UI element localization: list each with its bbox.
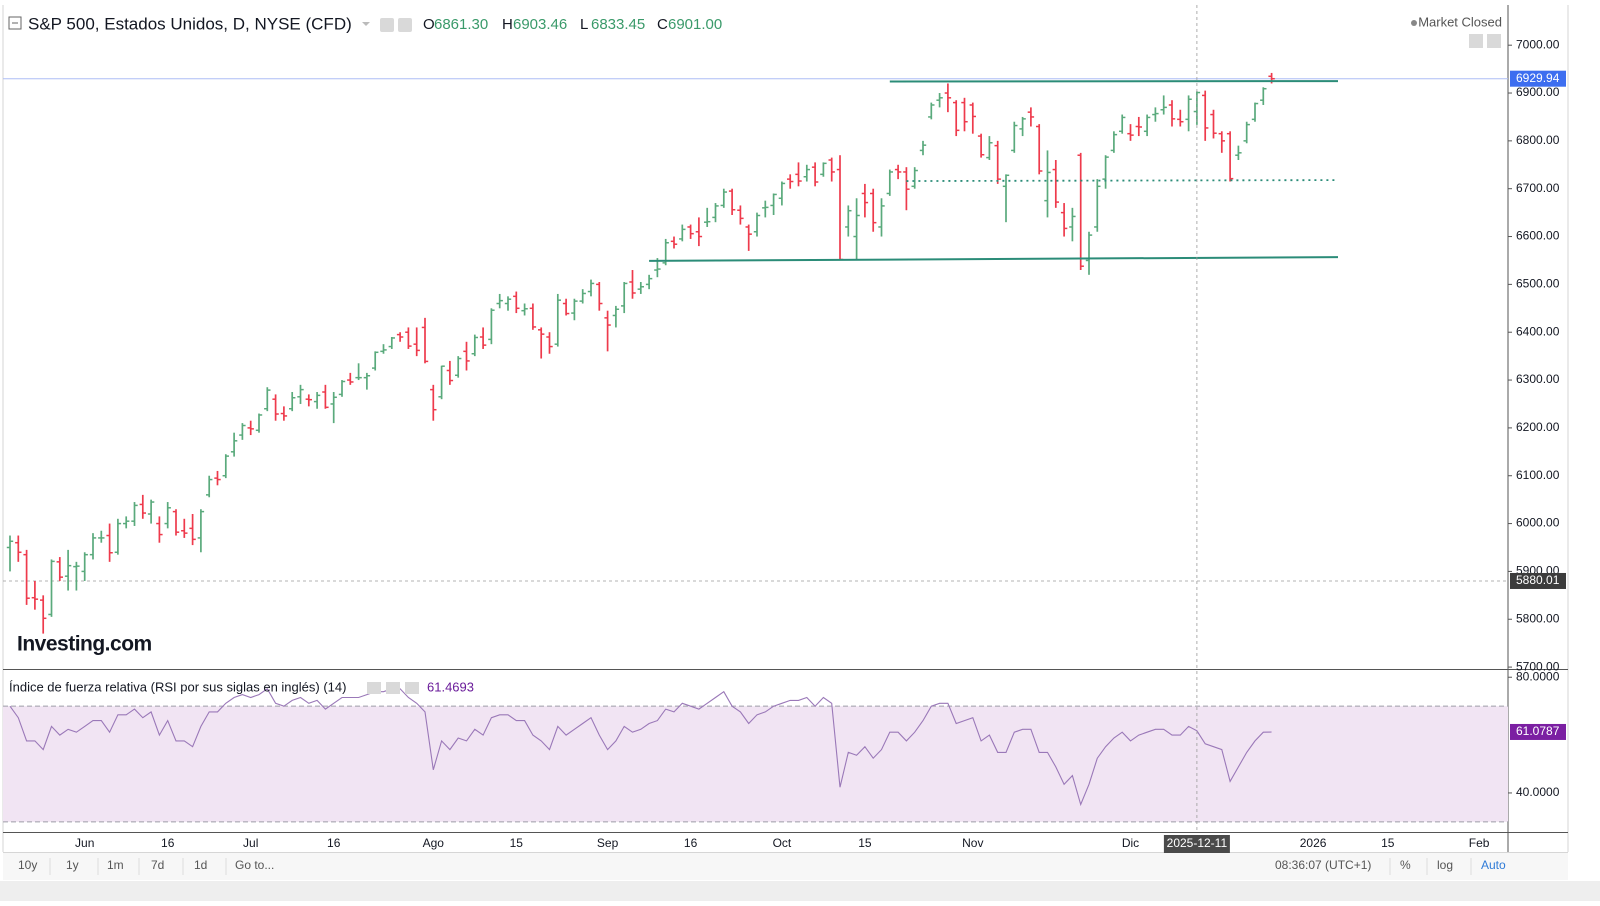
chart-title: S&P 500, Estados Unidos, D, NYSE (CFD) <box>28 14 352 33</box>
x-tick-label: Nov <box>962 836 983 850</box>
settings-icon[interactable] <box>386 682 400 694</box>
scale-option[interactable]: log <box>1437 858 1453 872</box>
y-tick-label: 5800.00 <box>1516 611 1560 625</box>
indicator-band <box>3 706 1508 822</box>
x-tick-label: 16 <box>161 836 175 850</box>
y-tick-label: 6700.00 <box>1516 181 1560 195</box>
ohlc-key: C <box>657 16 668 33</box>
y-tick-label: 6400.00 <box>1516 324 1560 338</box>
last-price-badge: 6929.94 <box>1516 71 1560 85</box>
clock: 08:36:07 (UTC+1) <box>1275 858 1371 872</box>
range-button[interactable]: 1m <box>107 858 124 872</box>
ohlc-key: H <box>502 16 513 33</box>
ohlc-value: 6861.30 <box>434 16 488 33</box>
indicator-badge: 61.0787 <box>1516 724 1560 738</box>
y-tick-label: 40.0000 <box>1516 785 1560 799</box>
x-tick-label: 2026 <box>1300 836 1327 850</box>
y-tick-label: 6100.00 <box>1516 468 1560 482</box>
ohlc-key: L <box>580 16 588 33</box>
x-tick-label: Jul <box>243 836 258 850</box>
watermark: Investing.com <box>17 633 152 656</box>
eye-icon[interactable] <box>380 18 394 32</box>
settings-icon[interactable] <box>398 18 412 32</box>
y-tick-label: 6800.00 <box>1516 133 1560 147</box>
range-button[interactable]: 1y <box>66 858 79 872</box>
y-tick-label: 6900.00 <box>1516 85 1560 99</box>
crosshair-price-badge: 5880.01 <box>1516 573 1560 587</box>
y-tick-label: 6000.00 <box>1516 516 1560 530</box>
x-tick-label: Sep <box>597 836 619 850</box>
x-tick-label: Jun <box>75 836 94 850</box>
y-tick-label: 6600.00 <box>1516 229 1560 243</box>
x-tick-label: Dic <box>1122 836 1139 850</box>
x-tick-label: Feb <box>1469 836 1490 850</box>
range-button[interactable]: 7d <box>151 858 164 872</box>
scale-option[interactable]: Auto <box>1481 858 1506 872</box>
ohlc-value: 6903.46 <box>513 16 567 33</box>
market-status: Market Closed <box>1418 14 1502 29</box>
ohlc-value: 6833.45 <box>591 16 645 33</box>
page-footer <box>0 881 1600 901</box>
indicator-value: 61.4693 <box>427 679 474 694</box>
x-tick-label: 15 <box>510 836 524 850</box>
close-icon[interactable] <box>405 682 419 694</box>
x-tick-label: 16 <box>327 836 341 850</box>
x-tick-label: 16 <box>684 836 698 850</box>
x-tick-label: Ago <box>423 836 445 850</box>
status-dot <box>1411 20 1417 26</box>
y-tick-label: 6500.00 <box>1516 277 1560 291</box>
ohlc-value: 6901.00 <box>668 16 722 33</box>
range-button[interactable]: 10y <box>18 858 37 872</box>
ohlc-key: O <box>423 16 435 33</box>
x-tick-label: 15 <box>858 836 872 850</box>
x-tick-label: 15 <box>1381 836 1395 850</box>
range-button[interactable]: 1d <box>194 858 207 872</box>
eye-icon[interactable] <box>367 682 381 694</box>
indicator-pane <box>3 689 1508 822</box>
y-tick-label: 80.0000 <box>1516 669 1560 683</box>
y-tick-label: 6300.00 <box>1516 372 1560 386</box>
crosshair-x-label: 2025-12-11 <box>1167 836 1228 850</box>
scroll-button[interactable] <box>1487 34 1501 48</box>
y-tick-label: 7000.00 <box>1516 37 1560 51</box>
x-tick-label: Oct <box>773 836 792 850</box>
indicator-title: Índice de fuerza relativa (RSI por sus s… <box>9 679 346 694</box>
scale-option[interactable]: % <box>1400 858 1411 872</box>
scroll-button[interactable] <box>1469 34 1483 48</box>
goto-button[interactable]: Go to... <box>235 858 274 872</box>
y-tick-label: 6200.00 <box>1516 420 1560 434</box>
